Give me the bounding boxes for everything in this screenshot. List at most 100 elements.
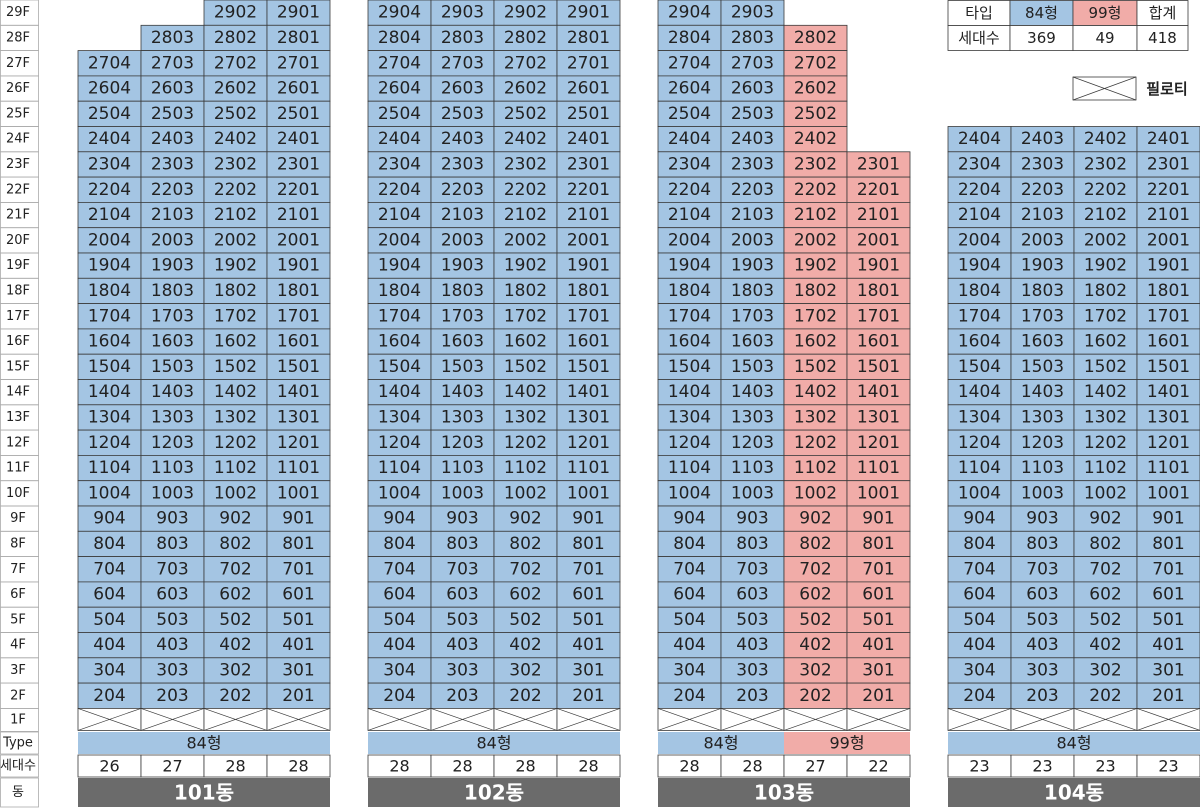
- pilotis-cross: [657, 708, 722, 731]
- unit-number: 1503: [151, 357, 194, 377]
- unit-cell: [783, 303, 848, 330]
- unit-number: 201: [1152, 686, 1184, 706]
- unit-cell: [140, 454, 205, 482]
- unit-number: 1902: [794, 256, 837, 276]
- pilotis-legend-cross: [1072, 76, 1137, 101]
- unit-number: 1204: [378, 433, 421, 453]
- unit-number: 1101: [1147, 458, 1190, 478]
- unit-cell: [1073, 176, 1138, 203]
- unit-number: 302: [799, 660, 831, 680]
- unit-number: 1203: [151, 433, 194, 453]
- type-cell: [658, 732, 784, 754]
- unit-number: 904: [673, 509, 705, 529]
- unit-number: 1403: [441, 382, 484, 402]
- unit-number: 1301: [857, 407, 900, 427]
- unit-number: 1803: [1021, 281, 1064, 301]
- unit-number: 603: [446, 585, 478, 605]
- unit-cell: [846, 277, 911, 304]
- unit-cell: [846, 556, 911, 583]
- unit-number: 1701: [567, 306, 610, 326]
- unit-cell: [556, 252, 621, 279]
- unit-cell: [1073, 201, 1138, 229]
- pilotis-cross: [783, 708, 848, 731]
- unit-number: 2503: [151, 104, 194, 124]
- unit-cell: [556, 379, 621, 406]
- unit-cell: [493, 505, 558, 532]
- unit-number: 901: [572, 509, 604, 529]
- unit-number: 1603: [441, 332, 484, 352]
- unit-cell: [556, 632, 621, 659]
- unit-number: 2004: [88, 230, 131, 250]
- unit-cell: [947, 682, 1012, 709]
- unit-number: 1903: [441, 256, 484, 276]
- unit-number: 1804: [88, 281, 131, 301]
- unit-number: 204: [963, 686, 995, 706]
- unit-number: 2102: [504, 205, 547, 225]
- unit-cell: [720, 303, 785, 330]
- unit-number: 1201: [1147, 433, 1190, 453]
- floor-label: 28F: [6, 30, 30, 45]
- unit-number: 704: [963, 559, 995, 579]
- unit-number: 1002: [794, 483, 837, 503]
- unit-number: 604: [93, 585, 125, 605]
- unit-cell: [430, 252, 495, 279]
- floor-label: 23F: [6, 157, 30, 172]
- unit-number: 401: [1152, 635, 1184, 655]
- unit-number: 1401: [567, 382, 610, 402]
- unit-number: 1802: [794, 281, 837, 301]
- unit-number: 801: [862, 534, 894, 554]
- unit-cell: [720, 201, 785, 229]
- unit-cell: [266, 505, 331, 532]
- unit-number: 2101: [857, 205, 900, 225]
- unit-number: 403: [1026, 635, 1058, 655]
- unit-number: 1601: [567, 332, 610, 352]
- unit-number: 2803: [731, 28, 774, 48]
- unit-cell: [493, 277, 558, 304]
- unit-cell: [1136, 606, 1200, 633]
- unit-cell: [367, 480, 432, 507]
- unit-cell: [430, 176, 495, 203]
- unit-cell: [493, 530, 558, 557]
- unit-number: 1902: [504, 256, 547, 276]
- pilotis-cross: [947, 708, 1012, 731]
- unit-number: 804: [673, 534, 705, 554]
- unit-number: 702: [509, 559, 541, 579]
- unit-number: 1003: [1021, 483, 1064, 503]
- unit-number: 1604: [958, 332, 1001, 352]
- unit-cell: [430, 227, 495, 254]
- unit-number: 2702: [794, 53, 837, 73]
- unit-cell: [493, 24, 558, 51]
- unit-number: 902: [219, 509, 251, 529]
- unit-cell: [430, 100, 495, 127]
- type-cell: [368, 732, 620, 754]
- unit-number: 701: [572, 559, 604, 579]
- unit-number: 303: [1026, 660, 1058, 680]
- unit-cell: [947, 530, 1012, 557]
- unit-number: 202: [219, 686, 251, 706]
- unit-number: 1504: [88, 357, 131, 377]
- legend-value-cell: [947, 25, 1011, 51]
- unit-number: 1401: [857, 382, 900, 402]
- unit-cell: [203, 50, 268, 77]
- unit-number: 1802: [214, 281, 257, 301]
- unit-number: 503: [736, 610, 768, 630]
- unit-number: 1703: [1021, 306, 1064, 326]
- unit-cell: [430, 75, 495, 102]
- unit-number: 2003: [441, 230, 484, 250]
- unit-number: 1202: [794, 433, 837, 453]
- unit-number: 202: [1089, 686, 1121, 706]
- unit-number: 2201: [567, 180, 610, 200]
- unit-cell: [203, 328, 268, 355]
- unit-number: 903: [156, 509, 188, 529]
- unit-cell: [1010, 379, 1075, 406]
- unit-number: 1704: [88, 306, 131, 326]
- unit-count: 27: [805, 757, 825, 776]
- unit-cell: [367, 126, 432, 153]
- unit-number: 1101: [567, 458, 610, 478]
- unit-cell: [266, 404, 331, 431]
- footer-label: Type: [2, 736, 33, 751]
- unit-number: 2002: [504, 230, 547, 250]
- unit-cell: [266, 328, 331, 355]
- unit-cell: [657, 75, 722, 102]
- unit-number: 2604: [88, 79, 131, 99]
